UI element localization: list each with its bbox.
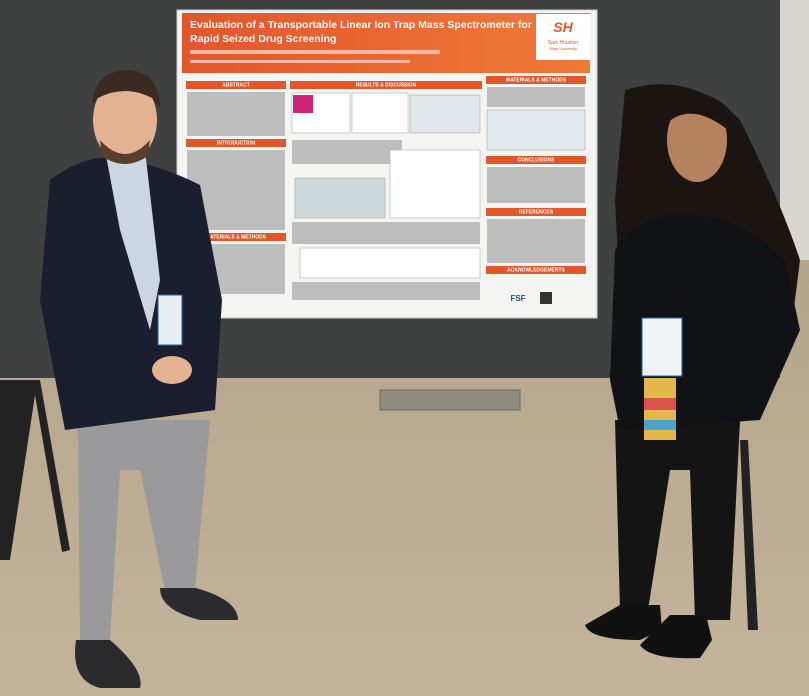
section-title: MATERIALS & METHODS bbox=[206, 234, 267, 240]
section-title: INTRODUCTION bbox=[217, 140, 256, 146]
wall bbox=[780, 0, 809, 260]
easel-left bbox=[0, 380, 70, 560]
poster: Evaluation of a Transportable Linear Ion… bbox=[176, 9, 598, 319]
figures bbox=[291, 92, 586, 279]
easel-right bbox=[740, 440, 758, 630]
section-header bbox=[290, 81, 482, 89]
footer-logo: FSF bbox=[510, 294, 525, 303]
section-header bbox=[186, 81, 286, 89]
section-title: MATERIALS & METHODS bbox=[506, 77, 567, 83]
authors-line bbox=[190, 50, 440, 54]
section-header bbox=[486, 208, 586, 216]
person-left bbox=[40, 70, 238, 688]
section-title: CONCLUSIONS bbox=[518, 157, 556, 163]
logo-box bbox=[536, 14, 590, 60]
section-title: REFERENCES bbox=[519, 209, 554, 215]
logo-text: Sam Houston bbox=[548, 40, 579, 46]
affiliation-line bbox=[190, 60, 410, 63]
logo-text: State University bbox=[549, 46, 577, 51]
poster-title: Rapid Seized Drug Screening bbox=[190, 33, 336, 45]
qr-code bbox=[540, 292, 552, 304]
section-header bbox=[186, 233, 286, 241]
section-header bbox=[486, 156, 586, 164]
person-right bbox=[585, 84, 800, 659]
floor-plate bbox=[379, 389, 521, 411]
section-title: RESULTS & DISCUSSION bbox=[356, 82, 417, 88]
logo-mark: SH bbox=[553, 19, 573, 35]
section-header bbox=[486, 266, 586, 274]
section-header bbox=[186, 139, 286, 147]
section-title: ACKNOWLEDGEMENTS bbox=[507, 267, 565, 273]
section-title: ABSTRACT bbox=[222, 82, 250, 88]
section-header bbox=[486, 76, 586, 84]
poster-title: Evaluation of a Transportable Linear Ion… bbox=[190, 19, 532, 31]
